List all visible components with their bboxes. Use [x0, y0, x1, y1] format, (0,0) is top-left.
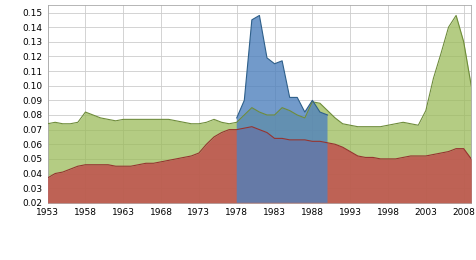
- Legend: Interest, Building, Real: Interest, Building, Real: [161, 259, 358, 260]
